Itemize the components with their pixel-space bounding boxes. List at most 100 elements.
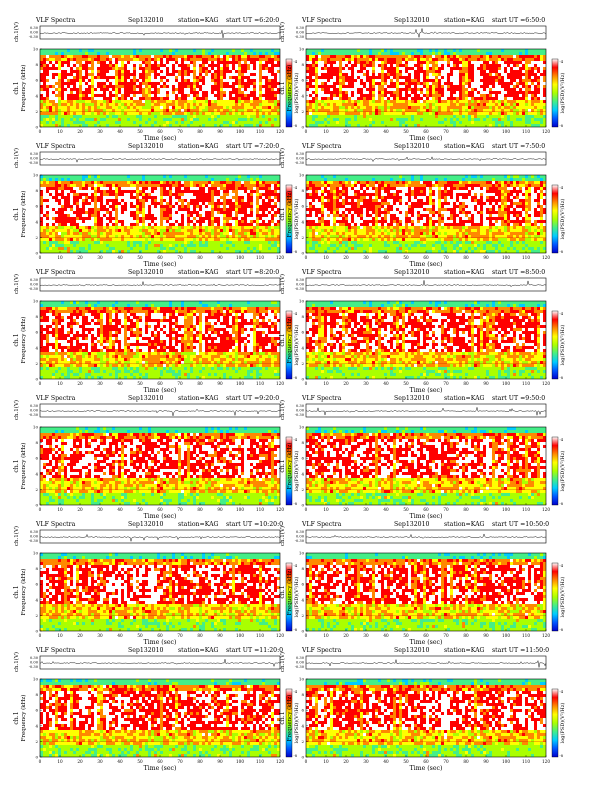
- colorbar: [551, 58, 559, 128]
- x-tick-label: 50: [403, 759, 409, 764]
- panel-8-50-0: VLF Spectra Sep132010 station=KAG start UT …: [279, 269, 566, 394]
- x-tick-label: 20: [77, 129, 83, 134]
- trace-tick-label: 0.30: [296, 278, 305, 282]
- x-tick-label: 0: [305, 381, 308, 386]
- x-tick-label: 50: [403, 129, 409, 134]
- x-axis-label: Time (sec): [144, 135, 177, 142]
- colorbar: [551, 562, 559, 632]
- x-tick-label: 50: [137, 255, 143, 260]
- x-tick-label: 50: [137, 129, 143, 134]
- trace-frame: [39, 655, 281, 670]
- y-axis-label-channel: ch.1: [279, 207, 286, 220]
- x-tick-label: 90: [217, 633, 223, 638]
- y-tick-label: 4: [301, 723, 304, 728]
- colorbar-tick-label: -8: [294, 376, 298, 380]
- colorbar-tick-label: -8: [294, 754, 298, 758]
- y-tick-label: 8: [301, 440, 304, 445]
- x-tick-label: 100: [236, 507, 244, 512]
- y-tick-label: 4: [301, 219, 304, 224]
- panel-10-50-0: VLF Spectra Sep132010 station=KAG start UT …: [279, 521, 566, 646]
- y-tick-label: 0: [301, 629, 304, 634]
- y-tick-label: 4: [35, 723, 38, 728]
- y-tick-label: 6: [35, 582, 38, 587]
- y-tick-label: 8: [35, 188, 38, 193]
- x-tick-label: 40: [117, 507, 123, 512]
- y-tick-label: 4: [35, 597, 38, 602]
- panel-start-time: start UT =9:20:0: [226, 395, 279, 402]
- y-tick-label: 10: [33, 47, 39, 52]
- x-tick-label: 30: [97, 633, 103, 638]
- x-tick-label: 30: [97, 129, 103, 134]
- panel-start-time: start UT =7:50:0: [492, 143, 545, 150]
- y-axis-label-frequency: Frequency (kHz): [286, 569, 293, 616]
- x-tick-label: 80: [463, 507, 469, 512]
- y-axis-label-channel: ch.1: [13, 207, 20, 220]
- x-tick-label: 50: [137, 507, 143, 512]
- x-tick-label: 120: [542, 381, 550, 386]
- x-tick-label: 120: [276, 507, 284, 512]
- panel-title: VLF Spectra: [301, 395, 342, 402]
- x-tick-label: 0: [305, 129, 308, 134]
- y-tick-label: 6: [35, 204, 38, 209]
- y-tick-label: 0: [35, 629, 38, 634]
- x-tick-label: 80: [463, 129, 469, 134]
- panel-station: station=KAG: [178, 17, 219, 24]
- y-tick-label: 10: [33, 173, 39, 178]
- x-tick-label: 70: [177, 507, 183, 512]
- x-tick-label: 10: [57, 381, 63, 386]
- y-axis-label-frequency: Frequency (kHz): [286, 191, 293, 238]
- y-axis-label-channel: ch.1: [279, 81, 286, 94]
- panel-date: Sep132010: [394, 395, 430, 402]
- x-tick-label: 40: [383, 507, 389, 512]
- y-axis-label-frequency: Frequency (kHz): [20, 569, 27, 616]
- x-tick-label: 70: [177, 255, 183, 260]
- colorbar: [551, 688, 559, 758]
- y-tick-label: 8: [35, 692, 38, 697]
- colorbar: [285, 184, 293, 254]
- trace-tick-label: -0.30: [29, 161, 39, 165]
- x-tick-label: 60: [157, 633, 163, 638]
- trace-tick-label: 0.30: [30, 26, 39, 30]
- x-tick-label: 110: [522, 507, 530, 512]
- colorbar-label: log(PSD)(V²/Hz): [293, 577, 300, 618]
- x-tick-label: 0: [39, 255, 42, 260]
- colorbar: [285, 310, 293, 380]
- trace-tick-label: 0.30: [296, 152, 305, 156]
- spectrogram: [40, 553, 280, 631]
- colorbar-label: log(PSD)(V²/Hz): [293, 451, 300, 492]
- x-tick-label: 90: [483, 759, 489, 764]
- x-axis-label: Time (sec): [144, 639, 177, 646]
- y-tick-label: 10: [33, 551, 39, 556]
- y-tick-label: 2: [35, 109, 38, 114]
- y-tick-label: 10: [299, 299, 305, 304]
- y-tick-label: 8: [301, 188, 304, 193]
- y-tick-label: 2: [35, 487, 38, 492]
- panel-station: station=KAG: [444, 647, 485, 654]
- x-tick-label: 70: [177, 759, 183, 764]
- x-tick-label: 90: [217, 507, 223, 512]
- y-axis-label-frequency: Frequency (kHz): [20, 191, 27, 238]
- trace-frame: [305, 655, 547, 670]
- y-tick-label: 4: [301, 93, 304, 98]
- x-tick-label: 30: [363, 129, 369, 134]
- x-tick-label: 10: [323, 129, 329, 134]
- y-axis-label-channel: ch.1: [13, 333, 20, 346]
- colorbar-tick-label: -8: [294, 250, 298, 254]
- x-tick-label: 80: [197, 759, 203, 764]
- trace-tick-label: -0.30: [295, 539, 305, 543]
- x-tick-label: 50: [403, 255, 409, 260]
- y-tick-label: 6: [35, 330, 38, 335]
- y-tick-label: 10: [33, 299, 39, 304]
- trace-axis-label: ch.1(V): [279, 652, 286, 672]
- trace-line: [39, 659, 281, 668]
- y-axis-label-frequency: Frequency (kHz): [20, 65, 27, 112]
- x-tick-label: 20: [343, 759, 349, 764]
- x-tick-label: 80: [463, 381, 469, 386]
- panel-10-20-0: VLF Spectra Sep132010 station=KAG start UT …: [13, 521, 300, 646]
- trace-axis-label: ch.1(V): [13, 400, 20, 420]
- trace-tick-label: 0.30: [30, 278, 39, 282]
- trace-tick-label: 0.00: [296, 31, 305, 35]
- panel-date: Sep132010: [128, 17, 164, 24]
- x-tick-label: 120: [542, 633, 550, 638]
- x-tick-label: 30: [97, 255, 103, 260]
